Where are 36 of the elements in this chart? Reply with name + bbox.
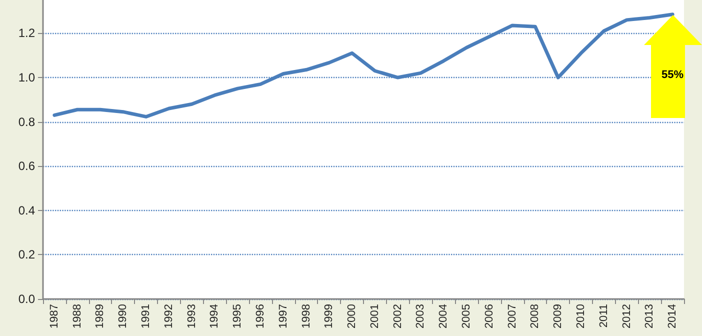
x-tick-label: 1992 — [162, 304, 175, 328]
y-tick-label: 0.8 — [18, 114, 36, 129]
x-tick-label: 2014 — [666, 304, 679, 328]
y-tick-label: 1.2 — [18, 26, 36, 40]
x-tick-label: 2007 — [506, 304, 518, 328]
x-tick-label: 1988 — [71, 304, 84, 328]
x-tick-label: 2008 — [529, 304, 542, 328]
x-tick-label: 1987 — [48, 304, 60, 328]
x-tick-label: 1993 — [186, 304, 198, 328]
y-tick-label: 0.6 — [18, 159, 36, 174]
x-tick-label: 2006 — [483, 304, 496, 328]
x-tick-label: 2009 — [552, 304, 564, 328]
x-tick-label: 1996 — [254, 304, 266, 328]
x-tick-label: 1990 — [117, 304, 130, 328]
x-tick-label: 1997 — [277, 304, 290, 328]
y-tick-label: 0.2 — [18, 248, 36, 262]
x-tick-label: 1994 — [208, 304, 221, 328]
x-tick-label: 2000 — [346, 304, 358, 328]
x-tick-label: 1999 — [323, 304, 336, 328]
x-tick-label: 1991 — [140, 304, 152, 328]
annotation: 55% — [660, 69, 685, 82]
x-tick-label: 2003 — [414, 304, 427, 328]
y-tick-label: 0.0 — [18, 292, 36, 306]
x-tick-label: 2010 — [574, 304, 587, 328]
y-tick-label: 1.0 — [18, 70, 36, 85]
x-tick-label: 1995 — [232, 304, 244, 328]
x-tick-label: 2002 — [392, 304, 404, 328]
x-tick-label: 2005 — [460, 304, 473, 328]
x-tick-label: 2001 — [368, 304, 381, 328]
x-tick-label: 1989 — [94, 304, 106, 328]
x-tick-label: 2011 — [598, 304, 610, 328]
y-tick-label: 0.4 — [18, 203, 36, 218]
x-tick-label: 1998 — [300, 304, 312, 328]
x-tick-label: 2012 — [620, 304, 633, 328]
x-tick-label: 2004 — [438, 304, 450, 328]
x-tick-label: 2013 — [644, 304, 656, 328]
